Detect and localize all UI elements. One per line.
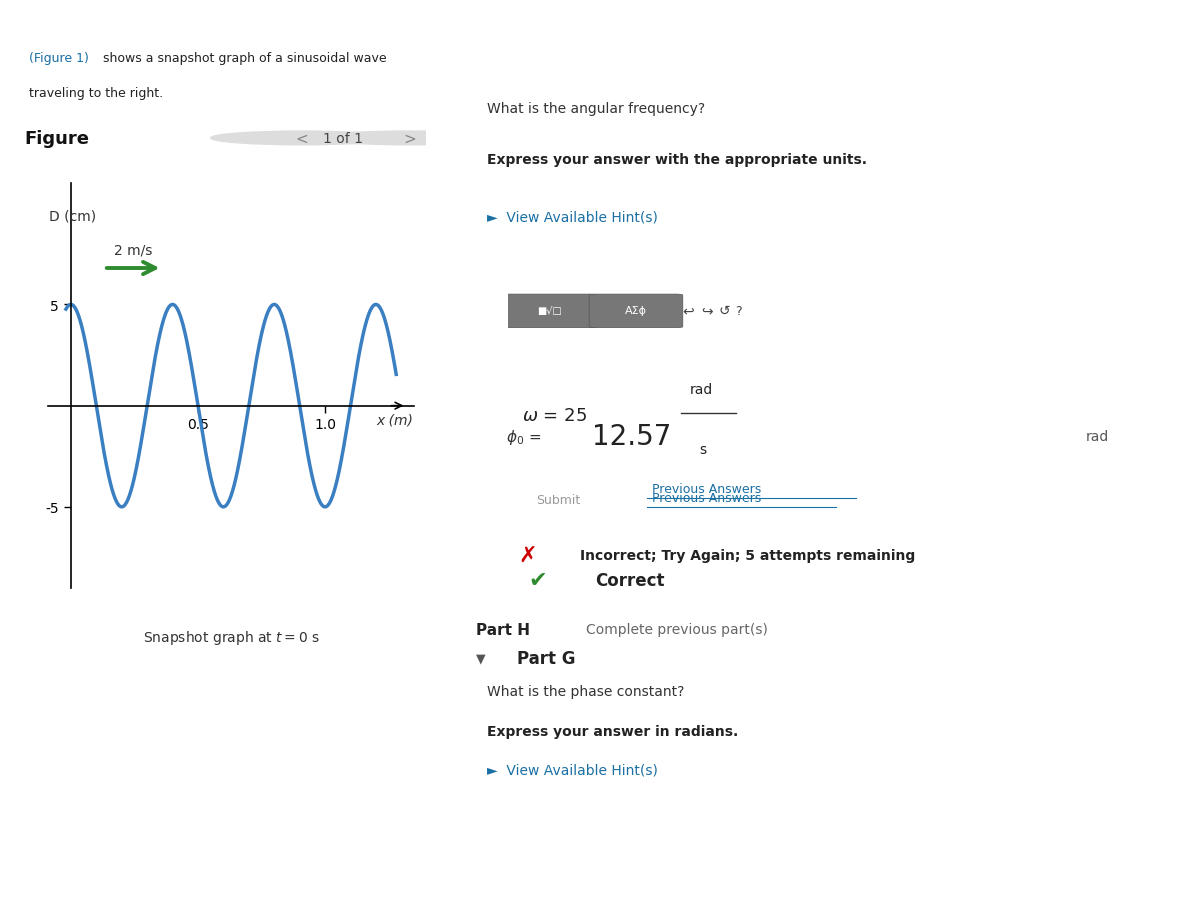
- Text: Submit: Submit: [534, 484, 583, 497]
- Text: (Figure 1): (Figure 1): [29, 51, 89, 64]
- Text: x (m): x (m): [376, 414, 413, 427]
- Text: 12.57: 12.57: [593, 423, 672, 451]
- Text: <: <: [295, 131, 308, 146]
- Text: AΣϕ: AΣϕ: [625, 306, 647, 316]
- Text: Part H: Part H: [475, 622, 529, 637]
- Text: Previous Answers: Previous Answers: [652, 482, 761, 495]
- Text: ►  View Available Hint(s): ► View Available Hint(s): [487, 763, 658, 777]
- Text: Express your answer with the appropriate units.: Express your answer with the appropriate…: [487, 153, 868, 167]
- Text: ■√□: ■√□: [538, 306, 562, 316]
- FancyBboxPatch shape: [589, 295, 683, 328]
- Text: shows a snapshot graph of a sinusoidal wave: shows a snapshot graph of a sinusoidal w…: [103, 51, 386, 64]
- Text: traveling to the right.: traveling to the right.: [29, 86, 163, 99]
- Text: ▼: ▼: [475, 652, 485, 664]
- Text: Incorrect; Try Again; 5 attempts remaining: Incorrect; Try Again; 5 attempts remaini…: [581, 549, 916, 562]
- Text: s: s: [700, 442, 707, 457]
- FancyBboxPatch shape: [503, 295, 596, 328]
- Text: Part G: Part G: [517, 649, 576, 667]
- Text: 2 m/s: 2 m/s: [114, 244, 152, 257]
- Text: Submit: Submit: [536, 494, 581, 506]
- Text: >: >: [403, 131, 416, 146]
- Text: 1 of 1: 1 of 1: [323, 131, 364, 146]
- Text: $\phi_0$ =: $\phi_0$ =: [505, 427, 541, 447]
- Text: Figure: Figure: [24, 130, 90, 148]
- Text: ►  View Available Hint(s): ► View Available Hint(s): [487, 210, 658, 224]
- Text: Express your answer in radians.: Express your answer in radians.: [487, 724, 738, 738]
- Text: Complete previous part(s): Complete previous part(s): [586, 622, 768, 637]
- Text: ↩: ↩: [682, 304, 694, 318]
- Text: Correct: Correct: [595, 571, 665, 589]
- Text: rad: rad: [1086, 430, 1109, 444]
- Text: ?: ?: [734, 304, 742, 317]
- Text: D (cm): D (cm): [49, 210, 96, 223]
- Text: What is the angular frequency?: What is the angular frequency?: [487, 102, 706, 116]
- Circle shape: [211, 132, 392, 145]
- Text: ↺: ↺: [719, 304, 731, 318]
- Text: What is the phase constant?: What is the phase constant?: [487, 685, 684, 698]
- Text: ✗: ✗: [518, 546, 538, 565]
- Text: ✔: ✔: [528, 570, 547, 590]
- Text: rad: rad: [690, 382, 714, 397]
- Text: Snapshot graph at $t = 0$ s: Snapshot graph at $t = 0$ s: [143, 629, 319, 647]
- Circle shape: [318, 132, 500, 145]
- Text: Previous Answers: Previous Answers: [652, 492, 761, 505]
- Text: ↪: ↪: [701, 304, 713, 318]
- Text: $\omega$ = 25: $\omega$ = 25: [522, 407, 587, 425]
